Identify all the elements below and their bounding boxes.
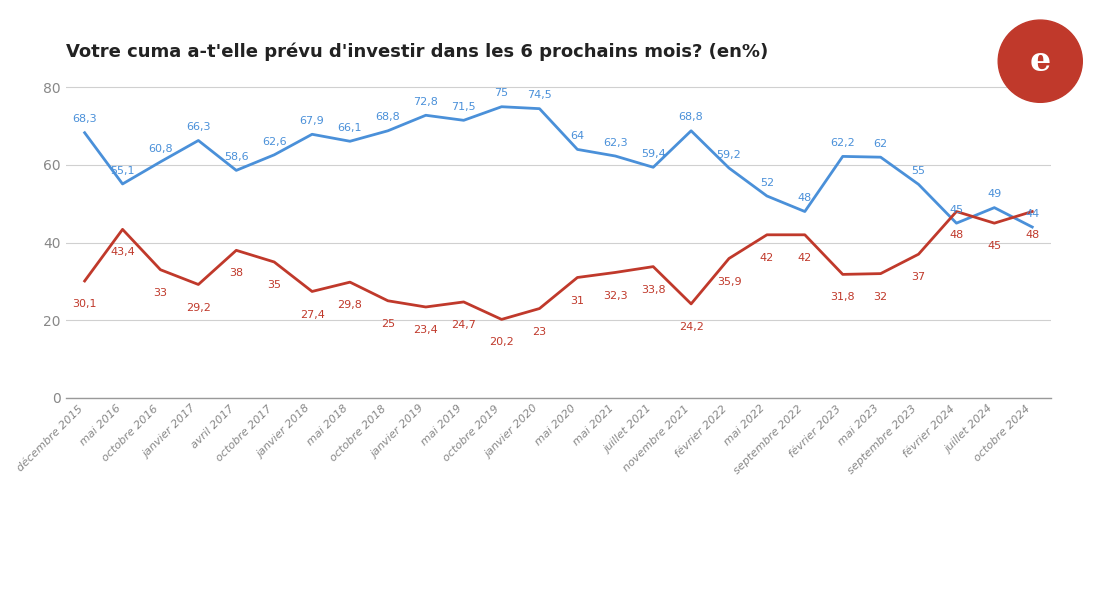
Text: 52: 52 [760, 177, 774, 188]
Text: 23: 23 [532, 327, 546, 337]
Text: 62,3: 62,3 [603, 138, 627, 147]
Text: 35: 35 [267, 280, 281, 290]
Text: 24,7: 24,7 [451, 320, 476, 330]
Text: 60,8: 60,8 [148, 143, 173, 154]
Text: 48: 48 [1025, 230, 1039, 239]
Text: 27,4: 27,4 [300, 310, 324, 319]
Text: 33: 33 [153, 288, 168, 298]
Text: 38: 38 [229, 269, 243, 278]
Text: 31,8: 31,8 [830, 293, 855, 302]
Text: 62,2: 62,2 [830, 138, 855, 148]
Text: 62: 62 [874, 139, 888, 149]
Text: 42: 42 [760, 253, 774, 263]
Text: 59,4: 59,4 [641, 149, 666, 159]
Text: 58,6: 58,6 [224, 152, 249, 162]
Text: 48: 48 [949, 230, 964, 239]
Text: 30,1: 30,1 [72, 299, 96, 309]
Text: 71,5: 71,5 [451, 102, 476, 112]
Text: 68,8: 68,8 [376, 113, 401, 122]
Text: 62,6: 62,6 [262, 136, 287, 146]
Text: 68,8: 68,8 [679, 113, 703, 122]
Text: 66,1: 66,1 [337, 123, 362, 133]
Text: 29,2: 29,2 [186, 302, 211, 313]
Text: 44: 44 [1025, 209, 1039, 218]
Text: 75: 75 [495, 88, 509, 99]
Text: 29,8: 29,8 [337, 300, 362, 310]
Text: 43,4: 43,4 [111, 247, 135, 258]
Text: 24,2: 24,2 [679, 322, 704, 332]
Text: 45: 45 [988, 241, 1002, 251]
Text: 55,1: 55,1 [111, 166, 135, 176]
Text: 48: 48 [797, 193, 812, 203]
Text: 67,9: 67,9 [300, 116, 324, 126]
Text: 66,3: 66,3 [186, 122, 210, 132]
Text: e: e [1029, 45, 1051, 78]
Text: 55: 55 [911, 166, 925, 176]
Circle shape [999, 20, 1082, 102]
Text: 35,9: 35,9 [717, 277, 741, 286]
Text: 72,8: 72,8 [413, 97, 438, 107]
Text: Votre cuma a-t'elle prévu d'investir dans les 6 prochains mois? (en%): Votre cuma a-t'elle prévu d'investir dan… [66, 43, 768, 61]
Text: 59,2: 59,2 [716, 150, 741, 160]
Text: 74,5: 74,5 [527, 91, 552, 100]
Text: 45: 45 [949, 205, 964, 215]
Text: 42: 42 [797, 253, 812, 263]
Text: 33,8: 33,8 [641, 285, 666, 295]
Text: 31: 31 [570, 296, 585, 305]
Text: 64: 64 [570, 131, 585, 141]
Text: 68,3: 68,3 [72, 114, 97, 124]
Text: 32,3: 32,3 [603, 291, 627, 300]
Text: 23,4: 23,4 [414, 325, 438, 335]
Text: 49: 49 [988, 189, 1002, 200]
Text: 32: 32 [874, 292, 888, 302]
Text: 25: 25 [381, 319, 395, 329]
Text: 20,2: 20,2 [489, 337, 514, 348]
Text: 37: 37 [911, 272, 925, 282]
